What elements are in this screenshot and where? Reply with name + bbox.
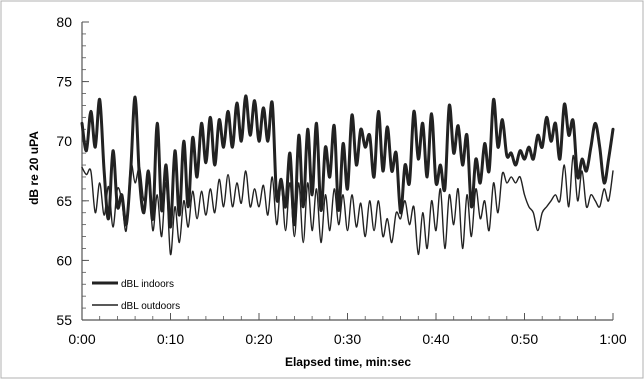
y-axis-title: dB re 20 uPA xyxy=(27,131,41,205)
series-line-outdoors xyxy=(81,154,614,256)
x-axis-title: Elapsed time, min:sec xyxy=(285,355,411,369)
series-line-indoors xyxy=(80,94,615,229)
axes: 55 60 65 70 75 80 0:00 0:10 0:20 0:30 0:40 0:50 1:00 xyxy=(56,14,626,347)
x-tick-label: 0:10 xyxy=(157,331,184,347)
x-tick-label: 0:20 xyxy=(245,331,272,347)
y-tick-label: 60 xyxy=(56,252,72,268)
series-layer xyxy=(80,94,615,256)
y-tick-label: 70 xyxy=(56,133,72,149)
legend: dBL indoors dBL outdoors xyxy=(92,279,180,312)
x-tick-label: 0:40 xyxy=(422,331,449,347)
x-tick-label: 1:00 xyxy=(599,331,626,347)
legend-label: dBL outdoors xyxy=(121,301,180,312)
legend-label: dBL indoors xyxy=(121,279,174,290)
y-tick-label: 80 xyxy=(56,14,72,30)
y-tick-label: 75 xyxy=(56,74,72,90)
y-tick-label: 55 xyxy=(56,312,72,328)
x-tick-label: 0:00 xyxy=(68,331,95,347)
x-tick-label: 0:30 xyxy=(334,331,361,347)
x-tick-label: 0:50 xyxy=(511,331,538,347)
y-tick-label: 65 xyxy=(56,193,72,209)
